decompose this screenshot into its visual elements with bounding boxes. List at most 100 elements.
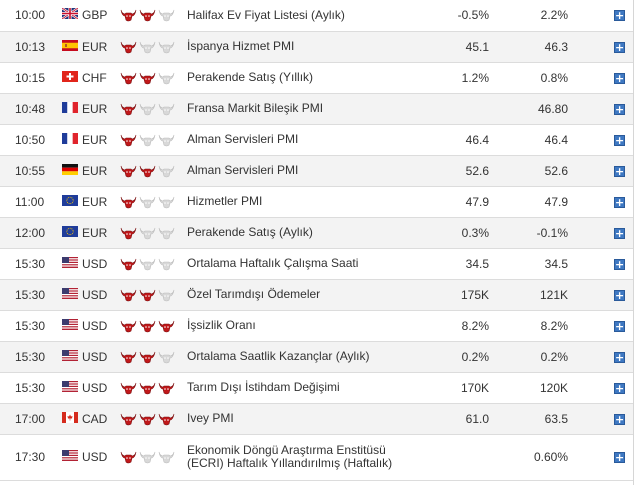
table-row[interactable]: 10:13 EUR İspanya Hizmet PMI 45.1 46.3 + <box>0 31 633 63</box>
table-row[interactable]: 15:30 USD Ortalama Saatlik Kazançlar (Aylı… <box>0 341 633 373</box>
add-alert-button[interactable]: + <box>614 381 625 395</box>
importance-rating <box>120 248 184 280</box>
empty-cell <box>568 248 606 280</box>
forecast-value: 8.2% <box>493 310 568 342</box>
forecast-value: -0.1% <box>493 217 568 249</box>
forecast-value: 47.9 <box>493 186 568 218</box>
forecast-value: 46.3 <box>493 31 568 63</box>
event-time: 10:50 <box>0 124 58 156</box>
bull-importance-icon <box>120 413 137 426</box>
table-row[interactable]: 15:30 USD İşsizlik Oranı 8.2% 8.2% + <box>0 310 633 342</box>
event-name[interactable]: Ivey PMI <box>184 403 400 435</box>
add-alert-button[interactable]: + <box>614 71 625 85</box>
event-time: 10:13 <box>0 31 58 63</box>
bull-importance-icon <box>120 382 137 395</box>
importance-rating <box>120 310 184 342</box>
bull-inactive-icon <box>139 258 156 271</box>
table-row[interactable]: 15:30 USD Tarım Dışı İstihdam Değişimi 170K… <box>0 372 633 404</box>
importance-rating <box>120 403 184 435</box>
bull-importance-icon <box>120 320 137 333</box>
empty-cell <box>568 310 606 342</box>
event-name[interactable]: Alman Servisleri PMI <box>184 124 400 156</box>
add-cell: + <box>606 372 633 404</box>
bull-inactive-icon <box>158 41 175 54</box>
bull-importance-icon <box>158 382 175 395</box>
event-time: 15:30 <box>0 279 58 311</box>
table-row[interactable]: 17:30 USD Ekonomik Döngü Araştırma Enstitü… <box>0 434 633 481</box>
bull-importance-icon <box>139 382 156 395</box>
bull-importance-icon <box>120 289 137 302</box>
importance-rating <box>120 279 184 311</box>
table-row[interactable]: 15:30 USD Ortalama Haftalık Çalışma Saati 3… <box>0 248 633 280</box>
usa-flag-icon <box>58 310 82 342</box>
actual-value: 8.2% <box>400 310 493 342</box>
event-name[interactable]: Hizmetler PMI <box>184 186 400 218</box>
table-row[interactable]: 11:00 EUR Hizmetler PMI 47.9 47.9 + <box>0 186 633 218</box>
actual-value: 45.1 <box>400 31 493 63</box>
currency-code: EUR <box>82 93 120 125</box>
event-name[interactable]: Alman Servisleri PMI <box>184 155 400 187</box>
add-alert-button[interactable]: + <box>614 226 625 240</box>
actual-value: 1.2% <box>400 62 493 94</box>
actual-value: 52.6 <box>400 155 493 187</box>
add-alert-button[interactable]: + <box>614 350 625 364</box>
currency-code: GBP <box>82 0 120 32</box>
event-name[interactable]: Tarım Dışı İstihdam Değişimi <box>184 372 400 404</box>
add-alert-button[interactable]: + <box>614 288 625 302</box>
add-alert-button[interactable]: + <box>614 40 625 54</box>
currency-code: EUR <box>82 217 120 249</box>
table-row[interactable]: 12:00 EUR Perakende Satış (Aylık) 0.3% -0.1%… <box>0 217 633 249</box>
event-name[interactable]: Ortalama Saatlik Kazançlar (Aylık) <box>184 341 400 373</box>
bull-importance-icon <box>120 41 137 54</box>
event-name[interactable]: Perakende Satış (Aylık) <box>184 217 400 249</box>
add-cell: + <box>606 124 633 156</box>
add-alert-button[interactable]: + <box>614 451 625 464</box>
event-time: 10:15 <box>0 62 58 94</box>
actual-value <box>400 93 493 125</box>
bull-importance-icon <box>139 289 156 302</box>
event-name[interactable]: Halifax Ev Fiyat Listesi (Aylık) <box>184 0 400 32</box>
event-time: 17:00 <box>0 403 58 435</box>
bull-inactive-icon <box>158 351 175 364</box>
actual-value: 170K <box>400 372 493 404</box>
table-row[interactable]: 10:15 CHF Perakende Satış (Yıllık) 1.2% 0.8%… <box>0 62 633 94</box>
actual-value: 175K <box>400 279 493 311</box>
usa-flag-icon <box>58 248 82 280</box>
add-alert-button[interactable]: + <box>614 133 625 147</box>
add-cell: + <box>606 217 633 249</box>
add-alert-button[interactable]: + <box>614 319 625 333</box>
add-cell: + <box>606 186 633 218</box>
event-name[interactable]: Perakende Satış (Yıllık) <box>184 62 400 94</box>
forecast-value: 120K <box>493 372 568 404</box>
event-name[interactable]: İspanya Hizmet PMI <box>184 31 400 63</box>
add-cell: + <box>606 279 633 311</box>
event-name[interactable]: Ortalama Haftalık Çalışma Saati <box>184 248 400 280</box>
event-name[interactable]: Fransa Markit Bileşik PMI <box>184 93 400 125</box>
empty-cell <box>568 186 606 218</box>
event-name[interactable]: Ekonomik Döngü Araştırma Enstitüsü (ECRI… <box>184 434 400 481</box>
table-row[interactable]: 10:55 EUR Alman Servisleri PMI 52.6 52.6 + <box>0 155 633 187</box>
add-alert-button[interactable]: + <box>614 195 625 209</box>
actual-value: 0.2% <box>400 341 493 373</box>
bull-importance-icon <box>120 72 137 85</box>
add-alert-button[interactable]: + <box>614 102 625 116</box>
add-alert-button[interactable]: + <box>614 9 625 23</box>
france-flag-icon <box>58 93 82 125</box>
add-alert-button[interactable]: + <box>614 164 625 178</box>
bull-inactive-icon <box>158 9 175 22</box>
currency-code: USD <box>82 248 120 280</box>
table-row[interactable]: 17:00 CAD Ivey PMI 61.0 63.5 + <box>0 403 633 435</box>
usa-flag-icon <box>58 279 82 311</box>
table-row[interactable]: 10:50 EUR Alman Servisleri PMI 46.4 46.4 + <box>0 124 633 156</box>
bull-inactive-icon <box>158 227 175 240</box>
add-cell: + <box>606 0 633 32</box>
table-row[interactable]: 15:30 USD Özel Tarımdışı Ödemeler 175K 121K + <box>0 279 633 311</box>
bull-importance-icon <box>120 103 137 116</box>
event-name[interactable]: İşsizlik Oranı <box>184 310 400 342</box>
event-name[interactable]: Özel Tarımdışı Ödemeler <box>184 279 400 311</box>
table-row[interactable]: 10:00 GBP Halifax Ev Fiyat Listesi (Aylık)… <box>0 0 633 32</box>
table-row[interactable]: 10:48 EUR Fransa Markit Bileşik PMI 46.80 + <box>0 93 633 125</box>
add-alert-button[interactable]: + <box>614 412 625 426</box>
add-alert-button[interactable]: + <box>614 257 625 271</box>
